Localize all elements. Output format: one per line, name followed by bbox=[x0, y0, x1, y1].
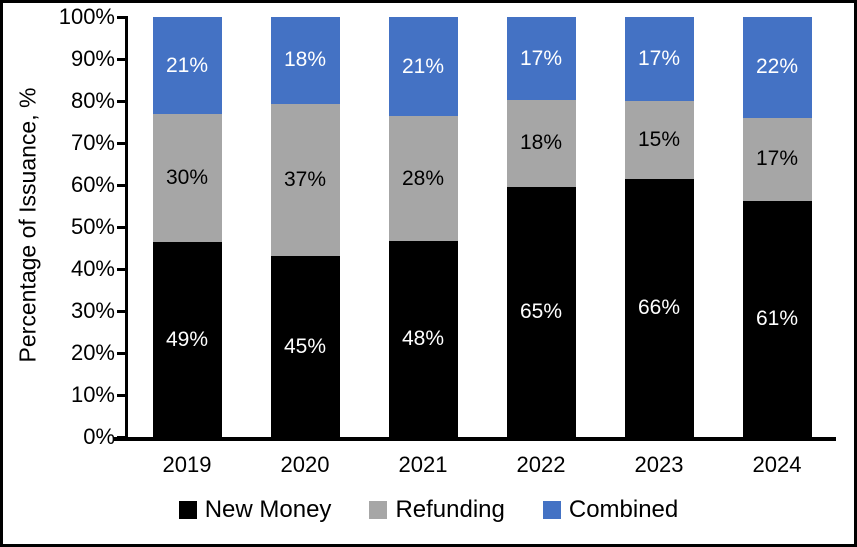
y-tick-mark bbox=[117, 436, 125, 439]
bar-2019: 49% 30% 21% bbox=[152, 17, 222, 437]
data-label: 17% bbox=[519, 46, 563, 70]
bar-segment-2022-refunding: 18% bbox=[506, 100, 576, 187]
y-tick-mark bbox=[117, 226, 125, 229]
bar-slot-2022: 65% 18% 17% bbox=[482, 17, 600, 437]
legend-item-new-money: New Money bbox=[178, 496, 332, 524]
bar-slot-2024: 61% 17% 22% bbox=[718, 17, 836, 437]
x-axis-labels: 2019 2020 2021 2022 2023 2024 bbox=[128, 452, 836, 478]
y-tick-label-40-: 40% bbox=[70, 256, 115, 281]
bar-segment-2023-combined: 17% bbox=[624, 16, 694, 102]
legend-swatch-refunding bbox=[369, 501, 388, 519]
x-tick-label-2023: 2023 bbox=[634, 452, 684, 477]
bar-segment-2019-combined: 21% bbox=[152, 17, 222, 115]
bar-segment-2021-new-money: 48% bbox=[388, 240, 458, 437]
data-label: 66% bbox=[637, 295, 681, 319]
y-tick-label-20-: 20% bbox=[70, 340, 115, 365]
y-tick-mark bbox=[117, 16, 125, 19]
bar-segment-2024-combined: 22% bbox=[742, 17, 812, 118]
data-label: 22% bbox=[755, 55, 799, 79]
y-tick-label-100-: 100% bbox=[58, 4, 115, 29]
y-tick-label-60-: 60% bbox=[70, 172, 115, 197]
bar-slot-2021: 48% 28% 21% bbox=[364, 17, 482, 437]
y-tick-mark bbox=[117, 268, 125, 271]
data-label: 21% bbox=[401, 54, 445, 78]
y-tick-mark bbox=[117, 100, 125, 103]
legend-label: Combined bbox=[568, 496, 679, 523]
y-tick-label-80-: 80% bbox=[70, 88, 115, 113]
bar-segment-2021-refunding: 28% bbox=[388, 116, 458, 241]
legend-label: Refunding bbox=[395, 496, 505, 523]
legend-item-refunding: Refunding bbox=[369, 496, 505, 524]
y-tick-mark bbox=[117, 184, 125, 187]
bar-2022: 65% 18% 17% bbox=[506, 17, 576, 437]
legend: New Money Refunding Combined bbox=[3, 496, 854, 524]
data-label: 17% bbox=[637, 47, 681, 71]
bar-segment-2019-new-money: 49% bbox=[152, 242, 222, 437]
bar-slot-2019: 49% 30% 21% bbox=[128, 17, 246, 437]
y-tick-mark bbox=[117, 58, 125, 61]
y-tick-label-90-: 90% bbox=[70, 46, 115, 71]
data-label: 28% bbox=[401, 166, 445, 190]
x-tick-label-2019: 2019 bbox=[162, 452, 212, 477]
bar-slot-2023: 66% 15% 17% bbox=[600, 16, 718, 437]
data-label: 61% bbox=[755, 306, 799, 330]
x-tick-label-2020: 2020 bbox=[280, 452, 330, 477]
bar-segment-2020-refunding: 37% bbox=[270, 103, 340, 257]
y-tick-label-0-: 0% bbox=[83, 424, 115, 449]
y-axis-line bbox=[125, 16, 128, 440]
bar-segment-2021-combined: 21% bbox=[388, 17, 458, 117]
y-tick-label-30-: 30% bbox=[70, 298, 115, 323]
y-tick-mark bbox=[117, 352, 125, 355]
data-label: 49% bbox=[165, 327, 209, 351]
legend-item-combined: Combined bbox=[542, 496, 679, 524]
x-tick-label-2024: 2024 bbox=[752, 452, 802, 477]
bar-segment-2019-refunding: 30% bbox=[152, 114, 222, 243]
data-label: 65% bbox=[519, 299, 563, 323]
data-label: 21% bbox=[165, 53, 209, 77]
bar-segment-2022-new-money: 65% bbox=[506, 186, 576, 437]
legend-swatch-combined bbox=[542, 501, 561, 519]
x-axis-line bbox=[113, 437, 836, 441]
data-label: 48% bbox=[401, 326, 445, 350]
y-tick-mark bbox=[117, 310, 125, 313]
data-label: 15% bbox=[637, 127, 681, 151]
data-label: 18% bbox=[283, 48, 327, 72]
data-label: 17% bbox=[755, 147, 799, 171]
bar-2020: 45% 37% 18% bbox=[270, 17, 340, 437]
data-label: 30% bbox=[165, 166, 209, 190]
bar-slot-2020: 45% 37% 18% bbox=[246, 17, 364, 437]
y-tick-mark bbox=[117, 142, 125, 145]
bar-segment-2024-new-money: 61% bbox=[742, 200, 812, 437]
data-label: 37% bbox=[283, 168, 327, 192]
bar-2024: 61% 17% 22% bbox=[742, 17, 812, 437]
y-tick-label-70-: 70% bbox=[70, 130, 115, 155]
x-tick-label-2022: 2022 bbox=[516, 452, 566, 477]
data-label: 18% bbox=[519, 131, 563, 155]
bar-segment-2020-new-money: 45% bbox=[270, 256, 340, 437]
bar-segment-2023-refunding: 15% bbox=[624, 101, 694, 179]
bar-2021: 48% 28% 21% bbox=[388, 17, 458, 437]
y-tick-mark bbox=[117, 394, 125, 397]
plot-area: 49% 30% 21% 45% 37% 18% 48% 28% 21% 65% 18% 17% 66% 1… bbox=[128, 16, 836, 437]
bar-segment-2024-refunding: 17% bbox=[742, 117, 812, 201]
bar-2023: 66% 15% 17% bbox=[624, 16, 694, 437]
bar-segment-2023-new-money: 66% bbox=[624, 178, 694, 437]
bar-segment-2020-combined: 18% bbox=[270, 17, 340, 104]
data-label: 45% bbox=[283, 334, 327, 358]
y-tick-label-50-: 50% bbox=[70, 214, 115, 239]
x-tick-label-2021: 2021 bbox=[398, 452, 448, 477]
legend-swatch-new-money bbox=[178, 501, 197, 519]
y-tick-label-10-: 10% bbox=[70, 382, 115, 407]
legend-label: New Money bbox=[204, 496, 332, 523]
bar-segment-2022-combined: 17% bbox=[506, 17, 576, 101]
